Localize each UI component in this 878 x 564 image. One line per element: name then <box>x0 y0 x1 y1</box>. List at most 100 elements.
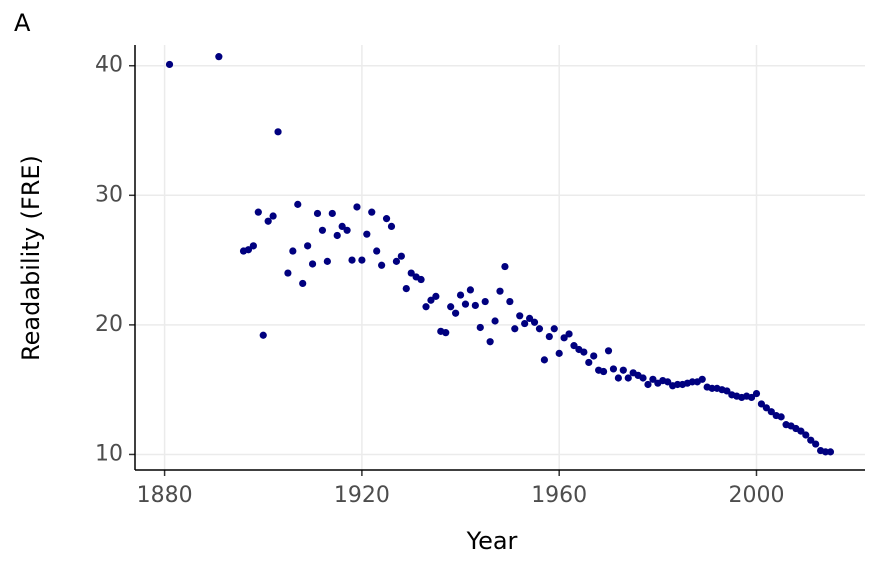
point <box>338 222 346 231</box>
y-axis-title: Readability (FRE) <box>17 155 45 361</box>
point <box>673 380 682 389</box>
point <box>427 296 435 304</box>
point <box>496 287 504 295</box>
point <box>422 303 430 311</box>
point <box>565 330 573 338</box>
x-tick-label: 1960 <box>531 483 587 508</box>
point <box>461 300 470 308</box>
y-tick-label: 30 <box>95 182 123 207</box>
point <box>264 217 272 225</box>
point <box>363 230 371 238</box>
x-tick-label: 2000 <box>728 483 784 508</box>
point <box>313 209 322 218</box>
point <box>516 312 524 320</box>
point <box>269 212 277 220</box>
point <box>491 317 499 325</box>
point <box>545 332 553 341</box>
point <box>476 323 484 332</box>
point <box>599 367 608 376</box>
point <box>274 128 282 136</box>
point <box>624 374 632 382</box>
point <box>392 257 401 265</box>
point <box>471 301 479 310</box>
point <box>555 349 563 357</box>
point <box>757 400 766 408</box>
point <box>368 208 376 216</box>
point <box>373 247 381 255</box>
point <box>333 231 341 240</box>
point <box>318 226 327 234</box>
point <box>215 53 223 61</box>
point <box>323 257 331 265</box>
point <box>289 247 297 255</box>
point <box>304 242 312 250</box>
point <box>560 334 568 342</box>
point <box>723 387 731 395</box>
point <box>580 348 588 356</box>
point <box>407 269 415 277</box>
point <box>698 375 706 383</box>
y-tick-label: 20 <box>95 312 123 337</box>
panel-label: A <box>14 9 31 37</box>
point <box>688 378 696 386</box>
point <box>506 297 514 306</box>
point <box>456 291 465 299</box>
point <box>590 352 598 360</box>
point <box>348 256 356 264</box>
point <box>570 342 578 350</box>
point <box>397 252 405 260</box>
point <box>378 261 386 269</box>
point <box>797 427 805 435</box>
point <box>254 208 262 216</box>
point <box>585 358 593 367</box>
point <box>343 226 351 234</box>
point <box>777 413 785 421</box>
point <box>530 318 539 326</box>
y-tick-label: 40 <box>95 53 123 78</box>
point <box>521 319 529 328</box>
point <box>501 262 509 271</box>
point <box>382 215 391 223</box>
x-axis-title: Year <box>466 527 518 555</box>
point <box>481 297 489 306</box>
point <box>550 325 558 333</box>
point <box>762 404 770 412</box>
point <box>244 246 253 254</box>
point <box>299 279 307 288</box>
point <box>353 203 361 211</box>
point <box>535 325 544 333</box>
point <box>328 209 336 218</box>
x-tick-label: 1880 <box>137 483 193 508</box>
point <box>644 380 652 389</box>
point <box>447 303 455 311</box>
point <box>664 378 672 386</box>
point <box>614 374 622 382</box>
point <box>747 393 756 402</box>
point <box>525 314 534 322</box>
point <box>486 338 494 346</box>
point <box>609 365 618 373</box>
point <box>387 222 396 231</box>
point <box>708 384 716 392</box>
point <box>540 356 548 364</box>
point <box>284 269 292 277</box>
point <box>767 408 775 416</box>
point <box>358 256 366 264</box>
point <box>402 284 410 293</box>
point <box>249 242 257 250</box>
point <box>466 286 475 294</box>
point <box>452 309 460 317</box>
point <box>807 436 815 444</box>
point <box>752 389 761 398</box>
point <box>308 260 317 268</box>
point <box>511 325 519 333</box>
point <box>821 448 830 456</box>
point <box>619 366 627 374</box>
point <box>294 200 302 208</box>
point <box>165 60 174 69</box>
point <box>802 431 810 439</box>
point <box>826 448 835 456</box>
point <box>649 375 657 383</box>
point <box>442 329 450 337</box>
